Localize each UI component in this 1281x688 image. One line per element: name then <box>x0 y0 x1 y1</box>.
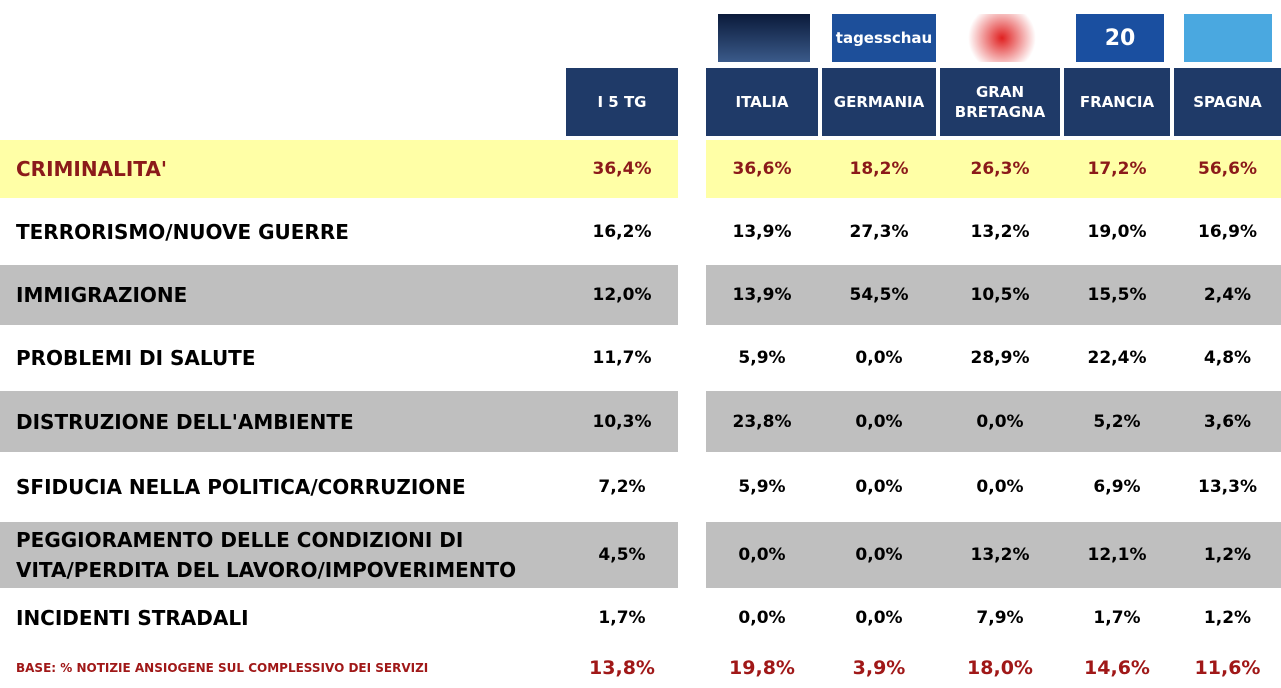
column-header: GRAN BRETAGNA <box>940 68 1060 136</box>
cell-value: 15,5% <box>1087 285 1147 305</box>
cell-value: 36,6% <box>732 159 792 179</box>
cell-value: 16,2% <box>592 221 652 242</box>
cell-value: 19,0% <box>1087 221 1147 242</box>
cell-value: 11,7% <box>592 348 652 368</box>
cell-value: 5,9% <box>738 477 786 497</box>
base-value: 18,0% <box>967 657 1033 679</box>
row-bg <box>0 327 678 389</box>
row-bg <box>0 391 678 452</box>
cell-value: 13,3% <box>1198 477 1257 497</box>
base-value: 3,9% <box>852 657 906 679</box>
cell-value: 1,7% <box>598 608 646 628</box>
cell-value: 0,0% <box>855 411 903 432</box>
logo-italia <box>718 14 810 62</box>
cell-value: 10,5% <box>970 285 1030 305</box>
base-value: 13,8% <box>589 657 655 679</box>
cell-value: 7,2% <box>598 477 646 497</box>
cell-value: 0,0% <box>855 477 903 497</box>
base-label: BASE: % NOTIZIE ANSIOGENE SUL COMPLESSIV… <box>16 661 429 675</box>
cell-value: 1,2% <box>1203 608 1252 628</box>
cell-value: 6,9% <box>1093 477 1141 497</box>
cell-value: 0,0% <box>855 608 903 628</box>
row-label: INCIDENTI STRADALI <box>16 606 249 630</box>
row-label: CRIMINALITA' <box>16 157 167 181</box>
cell-value: 5,9% <box>738 348 786 368</box>
logo-germania: tagesschau <box>832 14 936 62</box>
cell-value: 13,9% <box>732 285 792 305</box>
cell-value: 5,2% <box>1093 411 1141 432</box>
cell-value: 28,9% <box>970 348 1030 368</box>
cell-value: 23,8% <box>732 411 792 432</box>
cell-value: 27,3% <box>849 221 909 242</box>
logo-spagna <box>1184 14 1272 62</box>
cell-value: 10,3% <box>592 411 652 432</box>
cell-value: 13,2% <box>970 221 1030 242</box>
cell-value: 22,4% <box>1087 348 1147 368</box>
column-header: SPAGNA <box>1174 68 1281 136</box>
cell-value: 26,3% <box>970 159 1030 179</box>
row-label: PROBLEMI DI SALUTE <box>16 346 256 370</box>
column-header: FRANCIA <box>1064 68 1170 136</box>
row-label: DISTRUZIONE DELL'AMBIENTE <box>16 409 354 434</box>
cell-value: 0,0% <box>738 608 786 628</box>
cell-value: 17,2% <box>1087 159 1147 179</box>
cell-value: 56,6% <box>1198 159 1257 179</box>
cell-value: 1,7% <box>1093 608 1141 628</box>
cell-value: 36,4% <box>592 159 652 179</box>
row-bg <box>0 265 678 325</box>
row-label: TERRORISMO/NUOVE GUERRE <box>16 219 349 244</box>
cell-value: 0,0% <box>738 545 786 565</box>
cell-value: 16,9% <box>1198 221 1257 242</box>
cell-value: 0,0% <box>855 348 903 368</box>
cell-value: 18,2% <box>849 159 909 179</box>
base-value: 14,6% <box>1084 657 1150 679</box>
cell-value: 0,0% <box>976 411 1024 432</box>
row-bg <box>0 522 678 588</box>
cell-value: 13,2% <box>970 545 1030 565</box>
logo-francia: 20 <box>1076 14 1164 62</box>
row-bg <box>706 522 1281 588</box>
cell-value: 4,5% <box>598 545 646 565</box>
row-label: IMMIGRAZIONE <box>16 283 188 307</box>
row-bg <box>706 327 1281 389</box>
column-header: GERMANIA <box>822 68 936 136</box>
row-bg <box>0 590 678 646</box>
cell-value: 13,9% <box>732 221 792 242</box>
row-bg <box>0 200 678 263</box>
cell-value: 12,0% <box>592 285 652 305</box>
row-bg <box>0 140 678 198</box>
row-bg <box>706 140 1281 198</box>
row-bg <box>706 265 1281 325</box>
column-header: ITALIA <box>706 68 818 136</box>
row-bg <box>0 454 678 520</box>
row-bg <box>706 590 1281 646</box>
cell-value: 1,2% <box>1203 545 1252 565</box>
base-value: 19,8% <box>729 657 795 679</box>
column-header: I 5 TG <box>566 68 678 136</box>
row-label: PEGGIORAMENTO DELLE CONDIZIONI DI VITA/P… <box>16 528 517 582</box>
cell-value: 12,1% <box>1087 545 1147 565</box>
row-bg <box>706 200 1281 263</box>
cell-value: 3,6% <box>1203 411 1252 432</box>
row-bg <box>706 391 1281 452</box>
row-label: SFIDUCIA NELLA POLITICA/CORRUZIONE <box>16 475 466 499</box>
logo-gran-bretagna <box>960 14 1044 62</box>
base-value: 11,6% <box>1194 657 1261 679</box>
row-bg <box>706 454 1281 520</box>
cell-value: 7,9% <box>976 608 1024 628</box>
cell-value: 0,0% <box>855 545 903 565</box>
cell-value: 54,5% <box>849 285 909 305</box>
cell-value: 4,8% <box>1203 348 1252 368</box>
cell-value: 0,0% <box>976 477 1024 497</box>
cell-value: 2,4% <box>1203 285 1252 305</box>
